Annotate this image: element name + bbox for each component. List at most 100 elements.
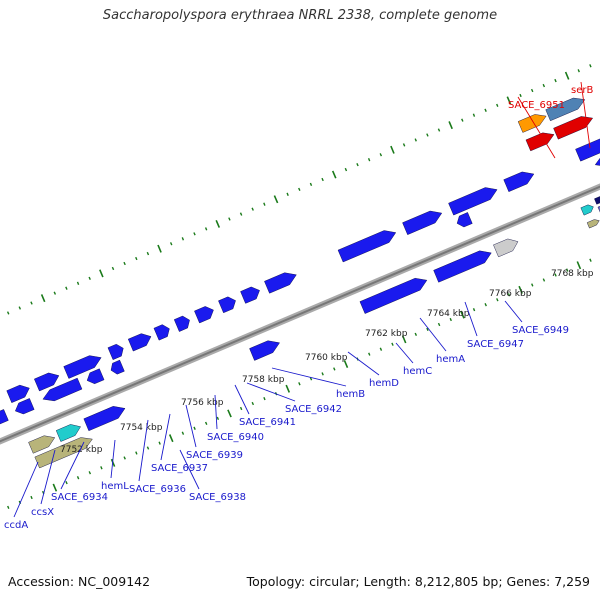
gene-label[interactable]: hemD [369,378,399,389]
gene-arrow[interactable] [34,372,60,392]
gene-arrow[interactable] [594,182,600,205]
label-leader-line [160,413,171,461]
gene-arrow[interactable] [359,277,428,314]
gene-arrow[interactable] [86,368,105,385]
tick-mark-upper [18,306,22,310]
tick-mark-upper [157,244,162,253]
gene-label[interactable]: hemL [101,481,129,492]
gene-arrow[interactable] [15,398,35,415]
label-leader-line [214,394,218,430]
tick-mark-lower [449,317,452,322]
gene-arrow[interactable] [55,424,81,442]
label-leader-line [271,367,347,387]
tick-mark-upper [30,301,33,305]
tick-mark-lower [146,446,150,450]
gene-arrow[interactable] [173,315,190,332]
gene-label[interactable]: ccdA [4,520,28,531]
tick-mark-lower [251,401,255,406]
tick-mark-upper [111,266,115,271]
gene-label[interactable]: SACE_6939 [186,450,243,461]
tick-mark-upper [204,227,208,231]
gene-arrow[interactable] [249,340,280,361]
gene-label[interactable]: hemA [436,354,465,365]
gene-label[interactable]: SACE_6941 [239,417,296,428]
label-leader-line [234,384,250,415]
tick-mark-lower [168,434,174,443]
tick-mark-upper [506,96,512,105]
gene-arrow[interactable] [0,409,9,425]
gene-label[interactable]: SACE_6940 [207,432,264,443]
tick-mark-upper [542,83,546,88]
label-leader-line [419,317,447,352]
gene-arrow[interactable] [493,238,519,258]
gene-arrow[interactable] [517,114,547,133]
tick-mark-upper [215,219,221,228]
gene-arrow[interactable] [240,286,260,304]
gene-label[interactable]: SACE_6942 [285,404,342,415]
gene-arrow[interactable] [580,204,594,216]
gene-label[interactable]: SACE_6951 [508,100,565,111]
gene-arrow[interactable] [545,97,586,122]
gene-label[interactable]: serB [571,85,593,96]
gene-arrow[interactable] [83,406,126,432]
gene-label[interactable]: SACE_6938 [189,492,246,503]
tick-mark-lower [181,431,185,435]
gene-arrow[interactable] [525,132,555,152]
gene-arrow[interactable] [448,187,498,216]
gene-label[interactable]: SACE_6934 [51,492,108,503]
tick-mark-upper [309,182,313,187]
gene-arrow[interactable] [42,377,83,402]
tick-mark-lower [343,359,349,369]
gene-label[interactable]: hemC [403,366,432,377]
gene-arrow[interactable] [553,116,594,140]
gene-arrow[interactable] [456,212,473,228]
gene-arrow[interactable] [110,359,125,375]
gene-label[interactable]: SACE_6936 [129,484,186,495]
gene-arrow[interactable] [6,384,30,403]
gene-arrow[interactable] [34,437,93,469]
tick-mark-upper [263,202,266,206]
gene-label[interactable]: SACE_6937 [151,463,208,474]
tick-mark-lower [88,471,92,475]
tick-mark-upper [414,138,417,142]
tick-mark-upper [239,212,243,216]
label-leader-line [40,449,56,505]
tick-mark-lower [204,421,208,425]
tick-mark-upper [228,217,231,221]
gene-label[interactable]: SACE_6949 [512,325,569,336]
tick-mark-upper [530,88,534,93]
gene-arrow[interactable] [586,219,600,229]
gene-arrow[interactable] [107,343,124,360]
tick-mark-upper [367,158,371,162]
gene-arrow[interactable] [402,210,443,235]
tick-mark-lower [65,481,68,485]
gene-label[interactable]: SACE_6947 [467,339,524,350]
gene-label[interactable]: hemB [336,389,365,400]
tick-label: 7762 kbp [365,329,408,339]
gene-arrow[interactable] [218,296,236,314]
tick-mark-upper [390,145,395,154]
gene-arrow[interactable] [503,171,535,192]
tick-mark-upper [554,78,557,83]
gene-arrow[interactable] [194,306,214,324]
tick-mark-upper [135,256,138,261]
gene-arrow[interactable] [63,355,102,379]
tick-mark-lower [391,342,394,346]
gene-label[interactable]: ccsX [31,507,54,518]
gene-arrow[interactable] [153,324,170,341]
tick-mark-lower [216,416,220,421]
tick-mark-lower [227,409,232,418]
gene-arrow[interactable] [28,435,56,454]
gene-arrow[interactable] [433,250,492,283]
tick-mark-upper [577,69,580,73]
tick-label: 7768 kbp [551,269,594,279]
tick-mark-upper [88,276,91,280]
gene-arrow[interactable] [127,333,152,352]
gene-arrow[interactable] [594,141,600,167]
gene-arrow[interactable] [575,131,600,162]
tick-mark-upper [472,113,476,117]
gene-arrow[interactable] [264,272,297,294]
gene-arrow[interactable] [337,230,397,263]
tick-mark-lower [576,261,582,270]
